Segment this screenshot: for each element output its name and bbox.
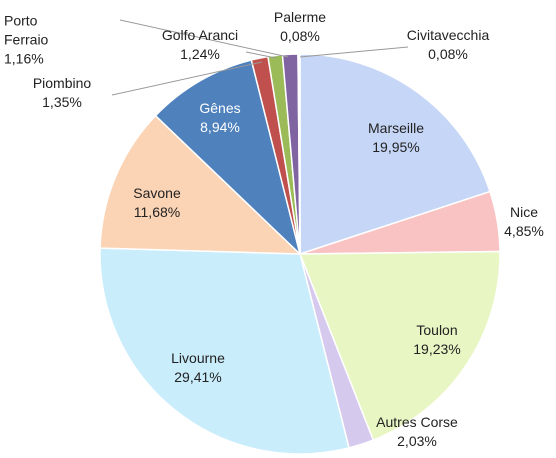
slice-value: 19,23% [413, 341, 461, 357]
pie-slice [299, 53, 491, 256]
slice-name: Toulon [416, 322, 458, 338]
slice-label: Marseille 19,95% [368, 119, 424, 157]
slice-value: 11,68% [133, 204, 181, 220]
slice-name: Marseille [367, 120, 425, 136]
slice-label: Gênes 8,94% [199, 99, 240, 137]
slice-name: Piombino [32, 75, 92, 91]
slice-name: Porto Ferraio [4, 12, 49, 48]
slice-value: 8,94% [200, 119, 240, 135]
slice-value: 29,41% [174, 369, 222, 385]
slice-value: 2,03% [397, 433, 437, 449]
leader-line [119, 19, 289, 58]
slice-value: 1,35% [42, 94, 82, 110]
slice-label: Nice 4,85% [504, 203, 544, 241]
slice-name: Savone [133, 185, 181, 201]
slice-value: 1,24% [180, 46, 220, 62]
slice-value: 4,85% [504, 223, 544, 239]
pie-slice [99, 247, 350, 455]
slice-label: Toulon 19,23% [413, 321, 460, 359]
slice-label: Golfo Aranci 1,24% [162, 26, 238, 64]
slice-label: Piombino 1,35% [33, 74, 91, 112]
slice-name: Autres Corse [376, 414, 458, 430]
slice-value: 19,95% [372, 139, 420, 155]
pie-slice [298, 250, 501, 442]
leader-line [299, 46, 409, 58]
slice-name: Golfo Aranci [161, 27, 239, 43]
pie-slice [298, 53, 301, 255]
slice-label: Porto Ferraio 1,16% [4, 12, 64, 69]
leader-line [111, 61, 263, 96]
slice-value: 1,16% [4, 50, 44, 67]
slice-value: 0,08% [428, 46, 468, 62]
pie-slice [154, 59, 302, 257]
slice-name: Civitavecchia [406, 27, 490, 43]
leader-line [245, 51, 277, 59]
slice-label: Autres Corse 2,03% [376, 413, 458, 451]
slice-label: Palerme 0,08% [274, 8, 326, 46]
slice-name: Gênes [199, 100, 241, 116]
slice-name: Nice [509, 204, 539, 220]
slice-value: 0,08% [280, 28, 320, 44]
slice-label: Savone 11,68% [133, 184, 180, 222]
slice-label: Livourne 29,41% [171, 349, 225, 387]
slice-label: Civitavecchia 0,08% [407, 26, 489, 64]
pie-slice [99, 114, 302, 255]
slice-name: Livourne [171, 350, 225, 366]
slice-name: Palerme [273, 9, 327, 25]
